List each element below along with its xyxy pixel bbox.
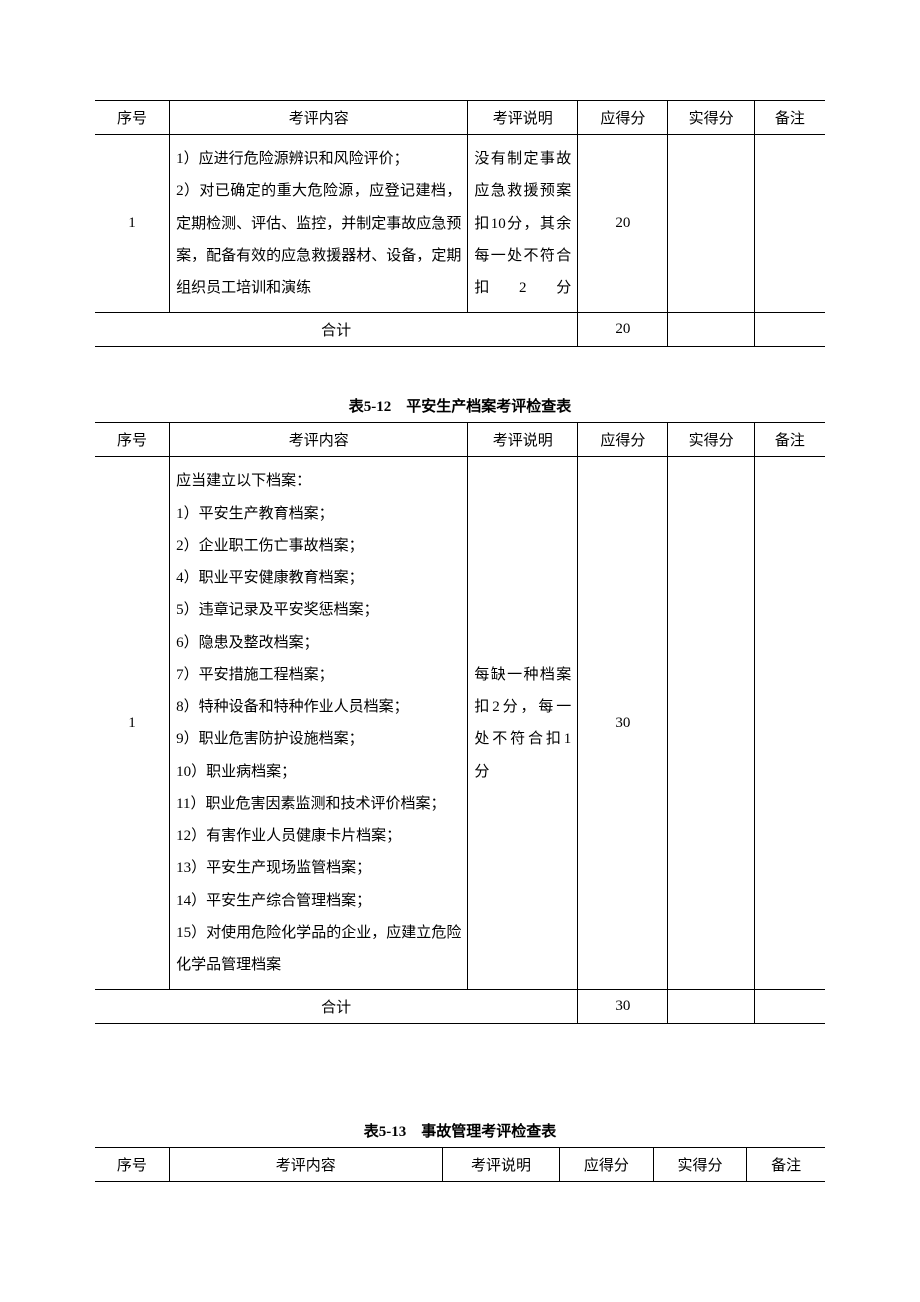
col-desc: 考评说明	[468, 101, 578, 135]
cell-desc: 每缺一种档案扣2分，每一处不符合扣1分	[468, 457, 578, 990]
cell-idx: 1	[95, 457, 170, 990]
cell-note	[754, 457, 825, 990]
table-5-13-caption: 表5-13 事故管理考评检查表	[95, 1120, 825, 1141]
cell-content: 应当建立以下档案：1）平安生产教育档案；2）企业职工伤亡事故档案；4）职业平安健…	[170, 457, 468, 990]
cell-total-label: 合计	[95, 313, 578, 347]
cell-idx: 1	[95, 135, 170, 313]
table-5-12-caption: 表5-12 平安生产档案考评检查表	[95, 395, 825, 416]
col-actual: 实得分	[668, 423, 754, 457]
col-desc: 考评说明	[442, 1148, 559, 1182]
cell-actual	[668, 457, 754, 990]
col-desc: 考评说明	[468, 423, 578, 457]
col-actual: 实得分	[668, 101, 754, 135]
table-header-row: 序号 考评内容 考评说明 应得分 实得分 备注	[95, 1148, 825, 1182]
cell-total-note	[754, 990, 825, 1024]
table-row: 1 1）应进行危险源辨识和风险评价；2）对已确定的重大危险源，应登记建档，定期检…	[95, 135, 825, 313]
col-note: 备注	[754, 101, 825, 135]
col-score: 应得分	[578, 101, 668, 135]
col-content: 考评内容	[170, 423, 468, 457]
cell-note	[754, 135, 825, 313]
col-note: 备注	[754, 423, 825, 457]
table-total-row: 合计 30	[95, 990, 825, 1024]
table-row: 1 应当建立以下档案：1）平安生产教育档案；2）企业职工伤亡事故档案；4）职业平…	[95, 457, 825, 990]
col-idx: 序号	[95, 101, 170, 135]
col-actual: 实得分	[653, 1148, 747, 1182]
table-total-row: 合计 20	[95, 313, 825, 347]
col-score: 应得分	[560, 1148, 654, 1182]
table-header-row: 序号 考评内容 考评说明 应得分 实得分 备注	[95, 423, 825, 457]
cell-total-score: 30	[578, 990, 668, 1024]
col-idx: 序号	[95, 1148, 169, 1182]
cell-actual	[668, 135, 754, 313]
table-5-11-continued: 序号 考评内容 考评说明 应得分 实得分 备注 1 1）应进行危险源辨识和风险评…	[95, 100, 825, 347]
col-content: 考评内容	[170, 101, 468, 135]
table-5-13: 序号 考评内容 考评说明 应得分 实得分 备注	[95, 1147, 825, 1182]
cell-total-actual	[668, 313, 754, 347]
cell-desc: 没有制定事故应急救援预案扣10分，其余每一处不符合扣2分	[468, 135, 578, 313]
cell-total-note	[754, 313, 825, 347]
cell-total-label: 合计	[95, 990, 578, 1024]
cell-total-score: 20	[578, 313, 668, 347]
col-score: 应得分	[578, 423, 668, 457]
table-5-12: 序号 考评内容 考评说明 应得分 实得分 备注 1 应当建立以下档案：1）平安生…	[95, 422, 825, 1024]
col-content: 考评内容	[169, 1148, 442, 1182]
cell-total-actual	[668, 990, 754, 1024]
cell-content: 1）应进行危险源辨识和风险评价；2）对已确定的重大危险源，应登记建档，定期检测、…	[170, 135, 468, 313]
col-note: 备注	[747, 1148, 825, 1182]
cell-score: 20	[578, 135, 668, 313]
table-header-row: 序号 考评内容 考评说明 应得分 实得分 备注	[95, 101, 825, 135]
col-idx: 序号	[95, 423, 170, 457]
cell-score: 30	[578, 457, 668, 990]
